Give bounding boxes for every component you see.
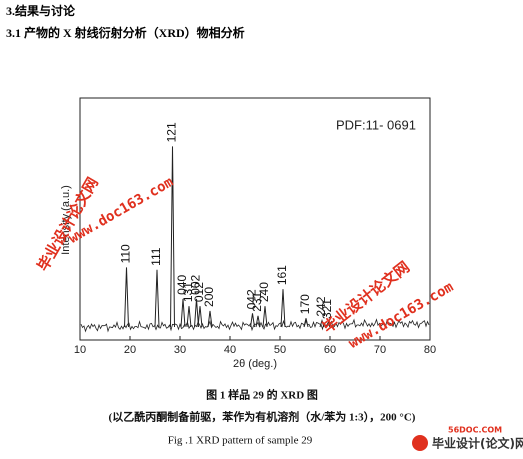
plot-frame [79, 97, 431, 341]
peak [280, 289, 286, 328]
peak-label: 231 [250, 291, 264, 311]
annotation: PDF:11- 0691 [336, 117, 416, 132]
caption-cn: 图 1 样品 29 的 XRD 图 [206, 388, 318, 402]
logo-icon [412, 435, 428, 451]
x-tick-label: 20 [124, 344, 136, 356]
x-tick-label: 50 [274, 344, 286, 356]
peak-label: 161 [275, 265, 289, 285]
peak-label: 042 [245, 289, 259, 309]
baseline-noise [80, 318, 430, 333]
peak [154, 269, 160, 328]
peak-label: 012 [192, 282, 206, 302]
peak-label: 200 [202, 287, 216, 307]
subsection-heading: 3.1 产物的 X 射线衍射分析（XRD）物相分析 [6, 25, 245, 40]
peak-label: 131 [181, 282, 195, 302]
peak [207, 310, 213, 328]
x-tick-label: 70 [374, 344, 386, 356]
peak-label: 111 [149, 247, 163, 266]
x-axis-label: 2θ (deg.) [233, 358, 277, 370]
caption-note: (以乙酰丙酮制备前驱，苯作为有机溶剂（水/苯为 1:3），200 °C) [109, 410, 416, 424]
x-tick-label: 60 [324, 344, 336, 356]
peak-label: 040 [175, 275, 189, 295]
peak [124, 267, 129, 328]
logo-domain: 56DOC.COM [448, 426, 502, 435]
x-tick-label: 80 [424, 344, 436, 356]
peak [186, 306, 192, 328]
peak-label: 242 [314, 296, 328, 316]
peak [170, 146, 175, 328]
peak [197, 306, 203, 328]
peak-label: 321 [320, 299, 334, 319]
peak [250, 313, 255, 328]
peak [255, 315, 261, 328]
caption-en: Fig .1 XRD pattern of sample 29 [168, 435, 313, 447]
x-tick-label: 10 [74, 344, 86, 356]
section-heading: 3.结果与讨论 [6, 3, 76, 18]
y-axis-label: Intensity (a.u.) [60, 185, 72, 255]
peak-label: 121 [165, 122, 179, 142]
peak-label: 110 [119, 244, 133, 263]
peak-label: 002 [189, 275, 203, 295]
peak [194, 298, 199, 328]
peak-label: 170 [298, 294, 312, 314]
peak-label: 240 [257, 282, 271, 302]
x-tick-label: 30 [174, 344, 186, 356]
peak [180, 298, 186, 328]
logo-text: 毕业设计(论文)网 [432, 436, 523, 451]
peak [262, 306, 268, 328]
x-tick-label: 40 [224, 344, 236, 356]
